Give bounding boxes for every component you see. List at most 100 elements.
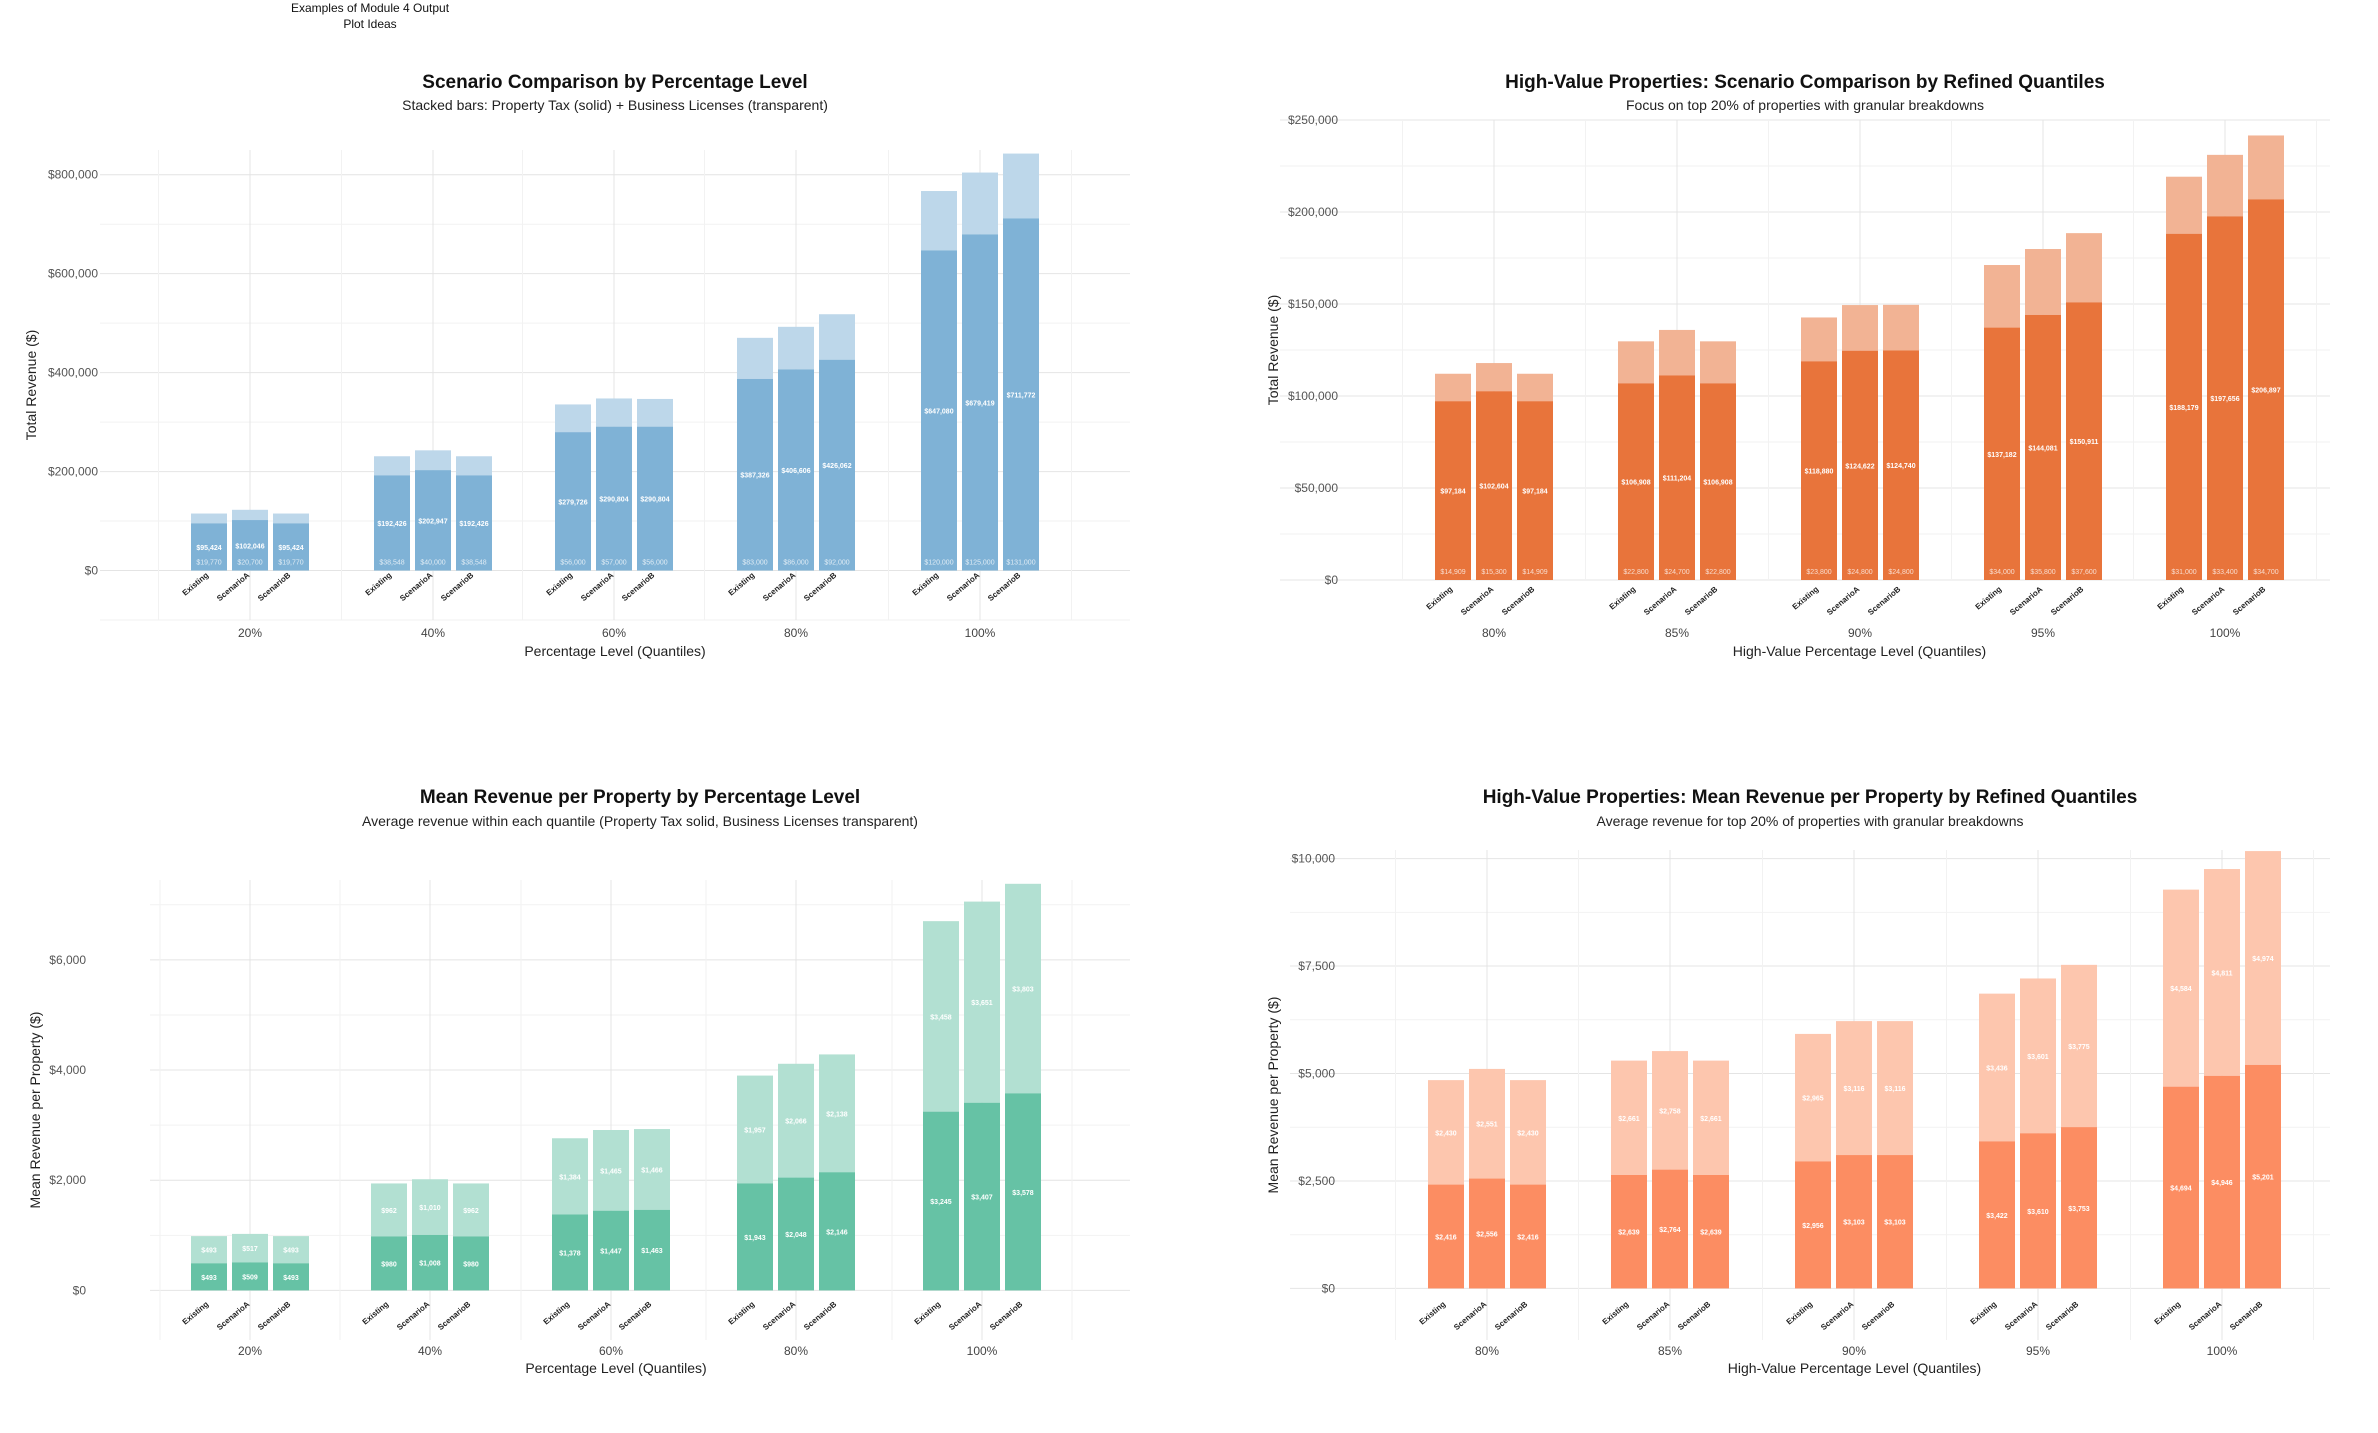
scenario-label: ScenarioA [215,570,251,602]
y-tick-label: $200,000 [48,465,98,479]
bar-property-tax [191,523,227,571]
scenario-label: ScenarioB [1676,1299,1712,1331]
chart-title: Mean Revenue per Property by Percentage … [420,787,860,808]
scenario-label: ScenarioA [2008,584,2044,616]
bar-label-property-tax: $493 [201,1275,217,1282]
bar-business-licenses [1517,373,1553,402]
bar-property-tax [1618,383,1654,580]
bar-label-business-licenses: $3,803 [1012,987,1034,994]
scenario-label: ScenarioA [1819,1299,1855,1331]
bar-property-tax [1883,350,1919,580]
bar-business-licenses [596,398,632,427]
scenario-label: Existing [1969,1300,1999,1327]
bar-label-business-licenses: $4,584 [2170,986,2192,993]
scenario-label: ScenarioB [2231,584,2267,616]
bar-property-tax [1984,327,2020,580]
scenario-label: ScenarioB [2228,1299,2264,1331]
bar-property-tax [191,1263,227,1291]
bar-property-tax [737,378,773,571]
bar-property-tax [273,523,309,571]
scenario-label: ScenarioB [1866,584,1902,616]
bar-business-licenses [1693,1060,1729,1175]
bar-property-tax [1469,1178,1505,1289]
header-line-2: Plot Ideas [343,17,397,31]
scenario-label: Existing [545,571,575,598]
scenario-label: Existing [2153,1300,2183,1327]
bar-property-tax [2207,216,2243,580]
group-label: 85% [1665,626,1689,640]
bar-property-tax [819,359,855,571]
group-label: 80% [1475,1344,1499,1358]
bar-business-licenses [1659,329,1695,376]
bar-business-licenses [737,337,773,379]
scenario-label: Existing [1608,585,1638,612]
scenario-label: Existing [1601,1300,1631,1327]
scenario-label: ScenarioB [256,1299,292,1331]
bar-business-licenses [1510,1080,1546,1185]
bar-property-tax [232,1262,268,1291]
group-label: 40% [421,626,445,640]
bar-label-business-licenses: $86,000 [783,560,808,567]
bar-label-business-licenses: $1,957 [744,1127,766,1134]
bar-property-tax [1795,1161,1831,1289]
bar-property-tax [1659,375,1695,580]
bar-business-licenses [1618,341,1654,384]
bar-label-business-licenses: $31,000 [2171,569,2196,576]
bar-label-business-licenses: $57,000 [601,560,626,567]
scenario-label: ScenarioA [1452,1299,1488,1331]
scenario-label: ScenarioB [1500,584,1536,616]
bar-label-business-licenses: $14,909 [1522,569,1547,576]
bar-business-licenses [1883,304,1919,351]
page-header: Examples of Module 4 Output Plot Ideas [250,0,490,32]
bar-label-business-licenses: $23,800 [1806,569,1831,576]
y-tick-label: $50,000 [1295,481,1339,495]
bar-property-tax [2245,1064,2281,1289]
y-tick-label: $2,000 [49,1173,86,1187]
bar-label-property-tax: $102,604 [1479,484,1508,491]
bar-label-property-tax: $2,048 [785,1232,807,1239]
scenario-label: ScenarioB [439,570,475,602]
bar-label-business-licenses: $3,436 [1986,1065,2008,1072]
bar-label-property-tax: $3,103 [1884,1220,1906,1227]
bar-label-property-tax: $144,081 [2028,445,2057,452]
bar-business-licenses [637,398,673,427]
bar-property-tax [1801,361,1837,580]
scenario-label: ScenarioA [761,1299,797,1331]
bar-label-business-licenses: $3,775 [2068,1044,2090,1051]
bar-property-tax [819,1172,855,1291]
bar-business-licenses [1428,1080,1464,1185]
bar-label-property-tax: $1,943 [744,1235,766,1242]
bar-label-business-licenses: $35,800 [2030,569,2055,576]
bar-label-business-licenses: $120,000 [924,560,953,567]
group-label: 90% [1842,1344,1866,1358]
bar-label-business-licenses: $24,800 [1847,569,1872,576]
bar-label-property-tax: $124,740 [1886,463,1915,470]
bar-property-tax [1003,218,1039,571]
scenario-label: ScenarioB [2049,584,2085,616]
bar-business-licenses [2163,889,2199,1087]
group-label: 20% [238,1344,262,1358]
bar-label-business-licenses: $92,000 [824,560,849,567]
header-line-1: Examples of Module 4 Output [290,1,450,15]
bar-label-property-tax: $493 [283,1275,299,1282]
bar-property-tax [596,426,632,571]
group-label: 100% [967,1344,998,1358]
bar-label-business-licenses: $15,300 [1481,569,1506,576]
scenario-label: ScenarioA [2190,584,2226,616]
bar-business-licenses [1795,1033,1831,1162]
bar-business-licenses [191,1236,227,1264]
scenario-label: ScenarioB [2044,1299,2080,1331]
bar-business-licenses [415,450,451,471]
bar-property-tax [2025,314,2061,580]
bar-business-licenses [819,1054,855,1173]
bar-label-business-licenses: $1,384 [559,1174,581,1181]
scenario-label: ScenarioB [802,570,838,602]
bar-business-licenses [232,509,268,521]
bar-business-licenses [2248,135,2284,200]
scenario-label: ScenarioB [802,1299,838,1331]
bar-business-licenses [2025,249,2061,315]
bar-property-tax [778,1177,814,1291]
bar-label-business-licenses: $4,974 [2252,956,2274,963]
bar-label-business-licenses: $131,000 [1006,560,1035,567]
bar-label-property-tax: $3,578 [1012,1190,1034,1197]
